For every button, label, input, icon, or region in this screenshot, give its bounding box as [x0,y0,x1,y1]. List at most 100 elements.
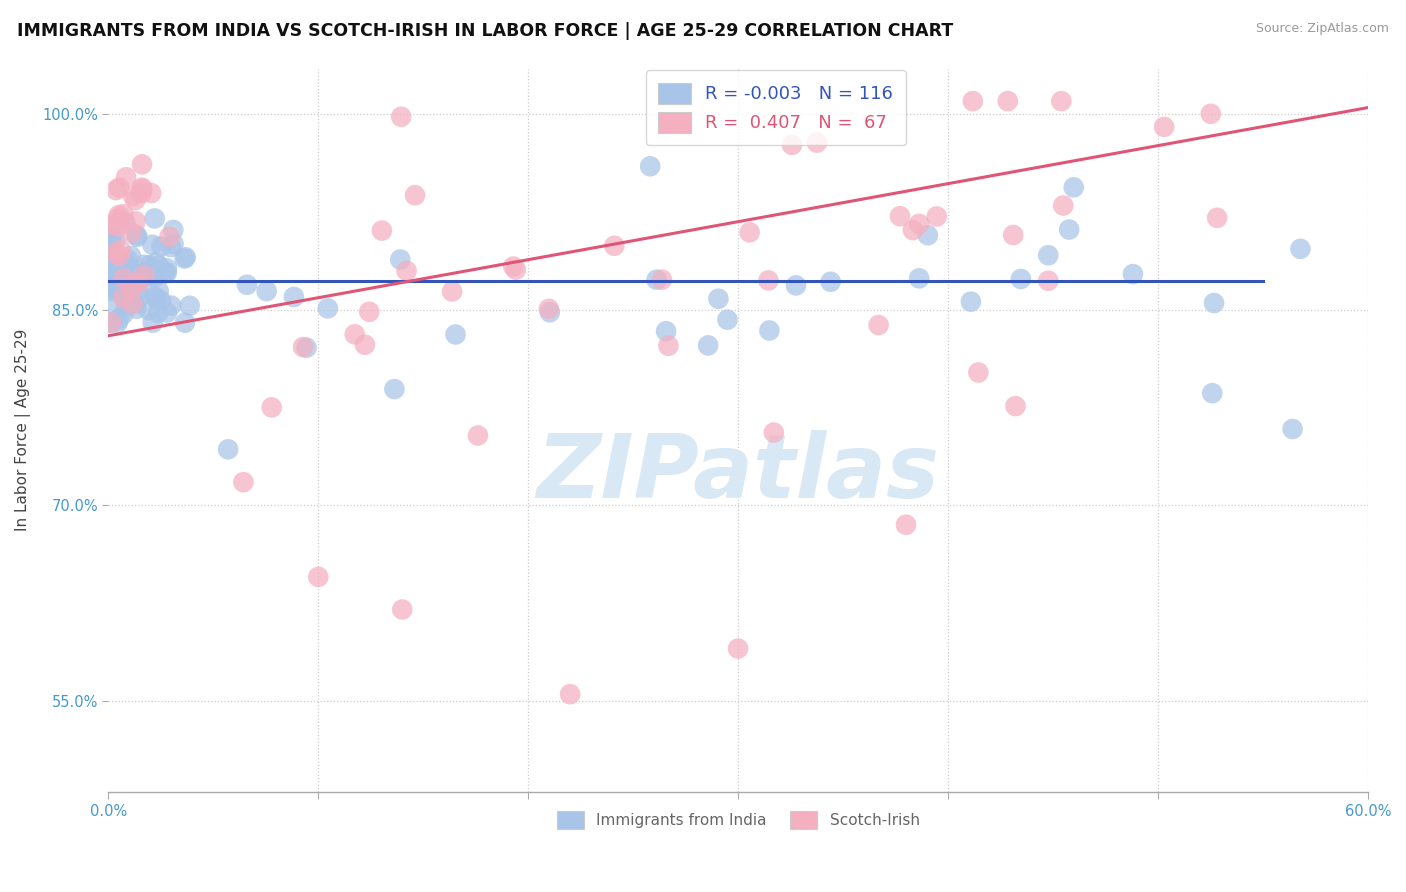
Point [1206,211,1229,225]
Point [128,290,150,304]
Point [115,298,138,312]
Point [120,249,142,263]
Point [384,382,406,396]
Point [316,301,339,316]
Point [112,307,135,321]
Point [538,305,561,319]
Point [128,270,150,285]
Point [108,275,131,289]
Point [502,260,524,274]
Point [134,268,156,282]
Point [138,258,160,272]
Point [120,226,142,240]
Point [100,316,122,330]
Point [283,290,305,304]
Point [107,280,129,294]
Point [136,269,159,284]
Point [114,277,136,292]
Point [115,257,138,271]
Point [343,327,366,342]
Point [104,266,127,280]
Point [120,262,142,277]
Point [1050,94,1073,108]
Point [162,223,184,237]
Point [146,306,169,320]
Point [112,291,135,305]
Point [217,442,239,457]
Point [131,180,153,194]
Point [124,193,146,207]
Point [758,324,780,338]
Point [997,94,1019,108]
Point [138,303,160,318]
Point [143,261,166,276]
Point [1057,222,1080,236]
Point [100,244,122,258]
Point [104,298,127,312]
Point [100,252,122,266]
Point [395,264,418,278]
Point [101,218,124,232]
Point [1153,120,1175,134]
Point [107,253,129,268]
Point [441,285,464,299]
Point [307,570,329,584]
Point [1289,242,1312,256]
Point [371,224,394,238]
Point [1201,386,1223,401]
Point [292,340,315,354]
Point [100,251,122,265]
Point [444,327,467,342]
Point [112,271,135,285]
Point [100,278,122,293]
Point [138,263,160,277]
Point [820,275,842,289]
Point [651,272,673,286]
Point [160,240,183,254]
Point [108,261,131,276]
Point [148,284,170,298]
Point [105,183,128,197]
Point [889,209,911,223]
Point [110,243,132,257]
Point [232,475,254,490]
Point [1010,272,1032,286]
Point [121,278,143,293]
Point [354,337,377,351]
Point [657,339,679,353]
Point [124,214,146,228]
Point [404,188,426,202]
Point [127,285,149,299]
Point [111,262,134,277]
Point [236,277,259,292]
Point [142,316,165,330]
Point [758,273,780,287]
Point [121,297,143,311]
Point [806,136,828,150]
Point [120,279,142,293]
Point [1281,422,1303,436]
Point [131,157,153,171]
Point [125,301,148,316]
Point [115,267,138,281]
Point [1038,274,1060,288]
Point [173,252,195,266]
Point [129,274,152,288]
Point [256,284,278,298]
Point [1002,227,1025,242]
Point [655,324,678,338]
Point [901,223,924,237]
Point [780,137,803,152]
Point [104,246,127,260]
Point [150,239,173,253]
Point [103,281,125,295]
Point [127,229,149,244]
Point [162,237,184,252]
Point [156,305,179,319]
Point [100,316,122,330]
Point [127,276,149,290]
Point [960,294,983,309]
Point [121,281,143,295]
Point [107,219,129,234]
Point [108,180,131,194]
